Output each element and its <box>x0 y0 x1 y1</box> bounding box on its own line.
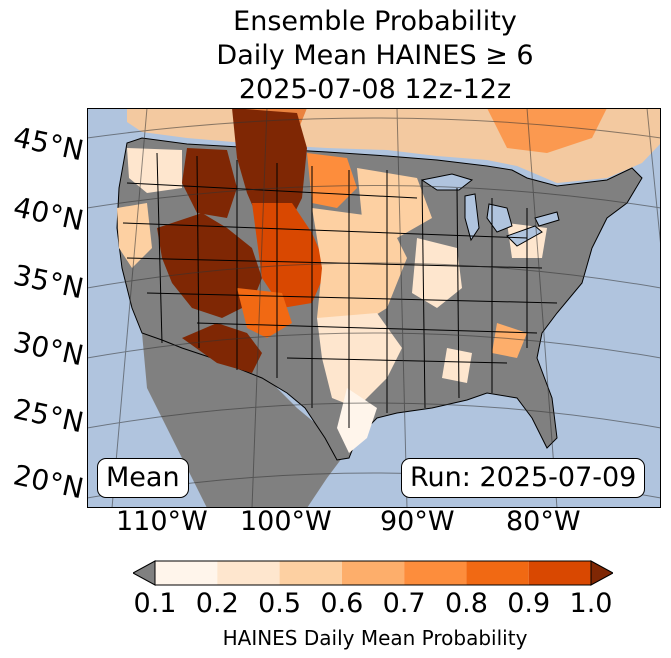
colorbar-tick-label: 0.5 <box>258 588 302 619</box>
map-title-line-3: 2025-07-08 12z-12z <box>238 74 512 105</box>
colorbar-tick-label: 0.6 <box>320 588 364 619</box>
colorbar-bin <box>466 561 529 585</box>
colorbar-outline <box>154 560 592 586</box>
map-title-line-2: Daily Mean HAINES ≥ 6 <box>216 40 534 71</box>
great-lakes <box>420 173 560 247</box>
colorbar-label: HAINES Daily Mean Probability <box>222 626 528 650</box>
probability-map <box>87 108 661 508</box>
lon-label-110w: 110°W <box>116 506 208 537</box>
run-date-box: Run: 2025-07-09 <box>401 458 646 498</box>
colorbar-over-arrow <box>590 560 613 586</box>
mexico-landmass <box>142 333 342 508</box>
colorbar-bin <box>341 561 405 585</box>
lat-label-30: 30°N <box>10 325 87 373</box>
colorbar-tick-label: 0.9 <box>507 588 551 619</box>
colorbar-tick-label: 1.0 <box>569 588 613 619</box>
colorbar-tick-label: 0.1 <box>133 588 177 619</box>
colorbar <box>133 560 613 586</box>
colorbar-bin <box>217 561 280 585</box>
lon-label-80w: 80°W <box>506 506 581 537</box>
colorbar-tick-label: 0.2 <box>195 588 239 619</box>
colorbar-bin <box>279 561 342 585</box>
map-title-line-1: Ensemble Probability <box>233 6 517 37</box>
colorbar-under-arrow <box>133 560 156 586</box>
map-frame <box>87 108 661 508</box>
colorbar-tick-label: 0.7 <box>382 588 426 619</box>
lon-label-90w: 90°W <box>380 506 455 537</box>
lat-label-35: 35°N <box>10 258 87 306</box>
state-borders <box>122 152 558 428</box>
lat-label-40: 40°N <box>10 190 87 238</box>
colorbar-tick-label: 0.8 <box>444 588 488 619</box>
colorbar-bin <box>404 561 467 585</box>
lat-label-45: 45°N <box>10 120 87 168</box>
lat-label-25: 25°N <box>10 392 87 440</box>
lon-label-100w: 100°W <box>240 506 332 537</box>
mean-label-box: Mean <box>97 458 189 498</box>
lat-label-20: 20°N <box>10 458 87 506</box>
colorbar-bin <box>528 561 591 585</box>
colorbar-bin <box>155 561 218 585</box>
